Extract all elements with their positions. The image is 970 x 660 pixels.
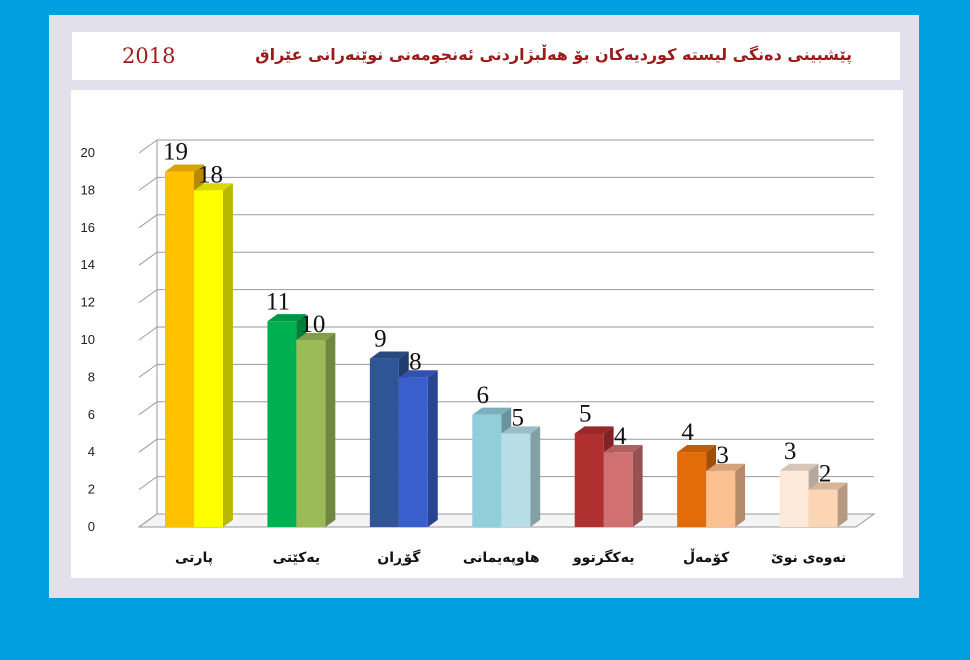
grid-diagonal [138,214,158,229]
bar-side [530,426,541,527]
grid-diagonal [138,326,158,341]
x-category-label: کۆمەڵ [683,548,730,566]
bar [472,414,502,527]
bar [779,470,809,527]
bar [574,433,604,527]
bar [706,470,736,527]
bar-side [427,370,438,527]
bar-top [267,314,307,322]
data-label: 11 [266,288,290,315]
data-label: 5 [512,405,525,432]
bar-side [325,332,336,527]
y-tick-label: 8 [88,369,95,384]
bar [267,321,297,527]
bar-side [632,445,643,527]
y-tick-label: 2 [88,482,95,497]
x-category-label: یەکێتی [273,550,320,566]
grid-diagonal [138,476,158,491]
x-category-label: نەوەی نوێ [771,550,846,566]
plot-area: 0 2 4 6 8 10 12 14 16 18 20 19 18 پارتی 11 10 یەکێتی 9 8 گۆ… [71,90,903,578]
bar [296,340,326,527]
y-tick-label: 0 [88,519,95,534]
data-label: 8 [409,348,422,375]
bar [501,433,531,527]
bar [398,377,428,527]
bar-top [603,445,643,453]
grid-diagonal [138,363,158,378]
bar-side [735,463,746,527]
x-category-label: پارتی [175,550,213,566]
data-label: 9 [374,326,387,353]
y-tick-label: 20 [81,145,95,160]
data-label: 4 [614,423,627,450]
y-tick-label: 18 [81,182,95,197]
bar [165,171,194,527]
x-category-label: هاوپەیمانی [463,550,540,566]
bar-side [223,183,233,527]
bar-top [808,482,848,490]
x-category-label: گۆڕان [377,549,421,566]
data-label: 5 [579,401,592,428]
y-tick-label: 10 [81,332,95,347]
bar [369,358,399,527]
y-tick-label: 16 [81,220,95,235]
bar-top [369,351,409,359]
bar-top [296,332,336,340]
data-label: 2 [819,461,832,488]
bar-top [165,164,204,172]
grid-diagonal [138,401,158,416]
data-label: 3 [716,442,729,469]
bar-top [194,183,233,191]
bar-top [472,407,512,415]
title-year: 2018 [122,44,176,68]
chart-title: پێشبینی دەنگی لیستە کوردیەکان بۆ هەڵبژار… [255,45,852,64]
data-label: 18 [198,161,223,188]
bar [677,452,707,527]
grid-diagonal [138,139,158,154]
bar-side [837,482,848,527]
bar-top [574,426,614,434]
data-label: 3 [784,438,797,465]
grid-diagonal [138,289,158,304]
data-label: 10 [300,311,325,338]
bar-top [501,426,541,434]
data-label: 6 [477,382,490,409]
y-tick-label: 6 [88,407,95,422]
bar [194,190,223,527]
data-label: 4 [681,419,694,446]
grid-diagonal [138,176,158,191]
x-category-label: یەکگرتوو [572,549,634,566]
grid-diagonal [138,251,158,266]
grid-diagonal [138,513,158,528]
bar-top [779,463,819,471]
y-tick-label: 4 [88,444,95,459]
data-label: 19 [163,139,188,166]
bar [603,452,633,527]
bar-top [398,370,438,378]
bar-top [677,445,717,453]
y-tick-label: 14 [81,257,95,272]
bar [808,489,838,527]
y-tick-label: 12 [81,295,95,310]
title-box: 2018 پێشبینی دەنگی لیستە کوردیەکان بۆ هە… [72,32,900,80]
grid-diagonal [138,438,158,453]
bar-top [706,463,746,471]
